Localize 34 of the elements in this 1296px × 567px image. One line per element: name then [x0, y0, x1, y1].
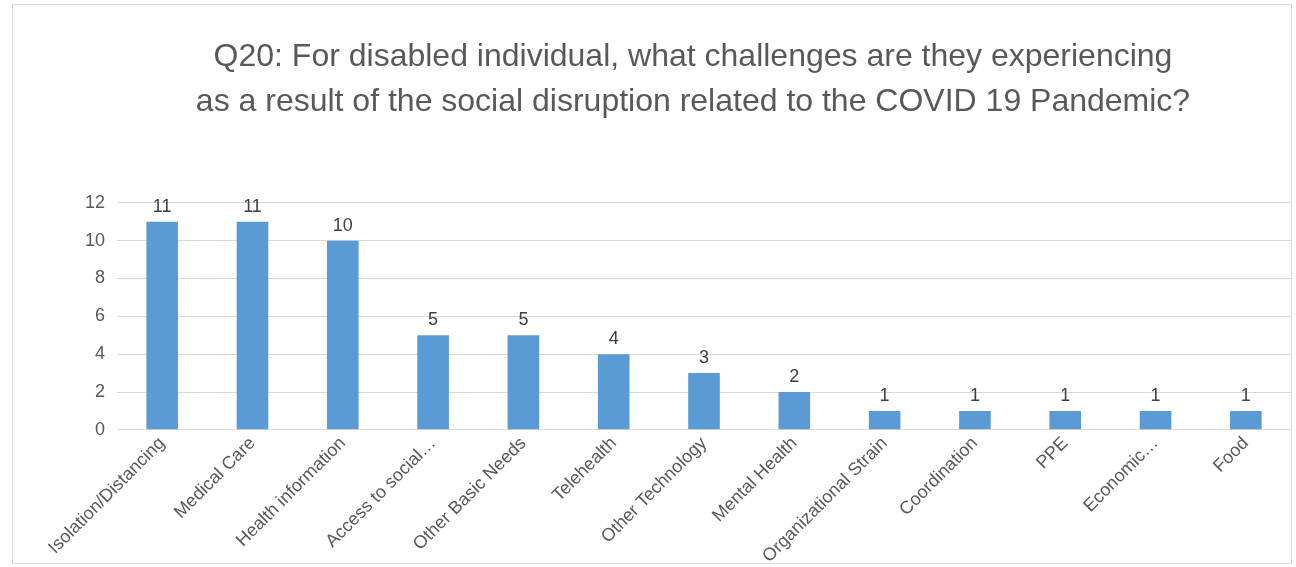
bar [597, 354, 630, 430]
bar [146, 221, 178, 430]
bar [959, 410, 991, 430]
bar [1139, 410, 1172, 430]
bar [236, 221, 269, 430]
y-tick-label: 6 [95, 305, 106, 326]
y-tick-label: 8 [95, 267, 106, 288]
y-tick-label: 4 [95, 343, 106, 364]
bar [326, 240, 359, 430]
data-label: 3 [699, 347, 710, 368]
data-label: 1 [969, 384, 980, 405]
y-tick-label: 0 [95, 418, 106, 439]
data-label: 11 [152, 195, 172, 216]
data-label: 1 [1150, 384, 1161, 405]
bar [1230, 410, 1262, 430]
bar [868, 410, 901, 430]
data-label: 11 [243, 195, 262, 216]
bar [778, 392, 811, 430]
data-label: 1 [879, 384, 890, 405]
y-tick-label: 2 [95, 380, 106, 401]
bar [688, 373, 720, 430]
y-tick-label: 12 [84, 191, 106, 212]
data-label: 1 [1240, 384, 1251, 405]
data-label: 5 [518, 309, 529, 330]
data-label: 4 [608, 328, 619, 349]
chart-title: Q20: For disabled individual, what challenges are they experiencing as a result of the social disruption related to the COVID 19 Pandemic? [194, 36, 1192, 120]
data-label: 5 [428, 309, 439, 330]
y-tick-label: 10 [84, 229, 106, 250]
data-label: 2 [789, 365, 800, 386]
data-label: 1 [1060, 384, 1071, 405]
bar [417, 335, 449, 430]
bar [507, 335, 540, 430]
bar [1049, 410, 1082, 430]
data-label: 10 [332, 214, 353, 235]
